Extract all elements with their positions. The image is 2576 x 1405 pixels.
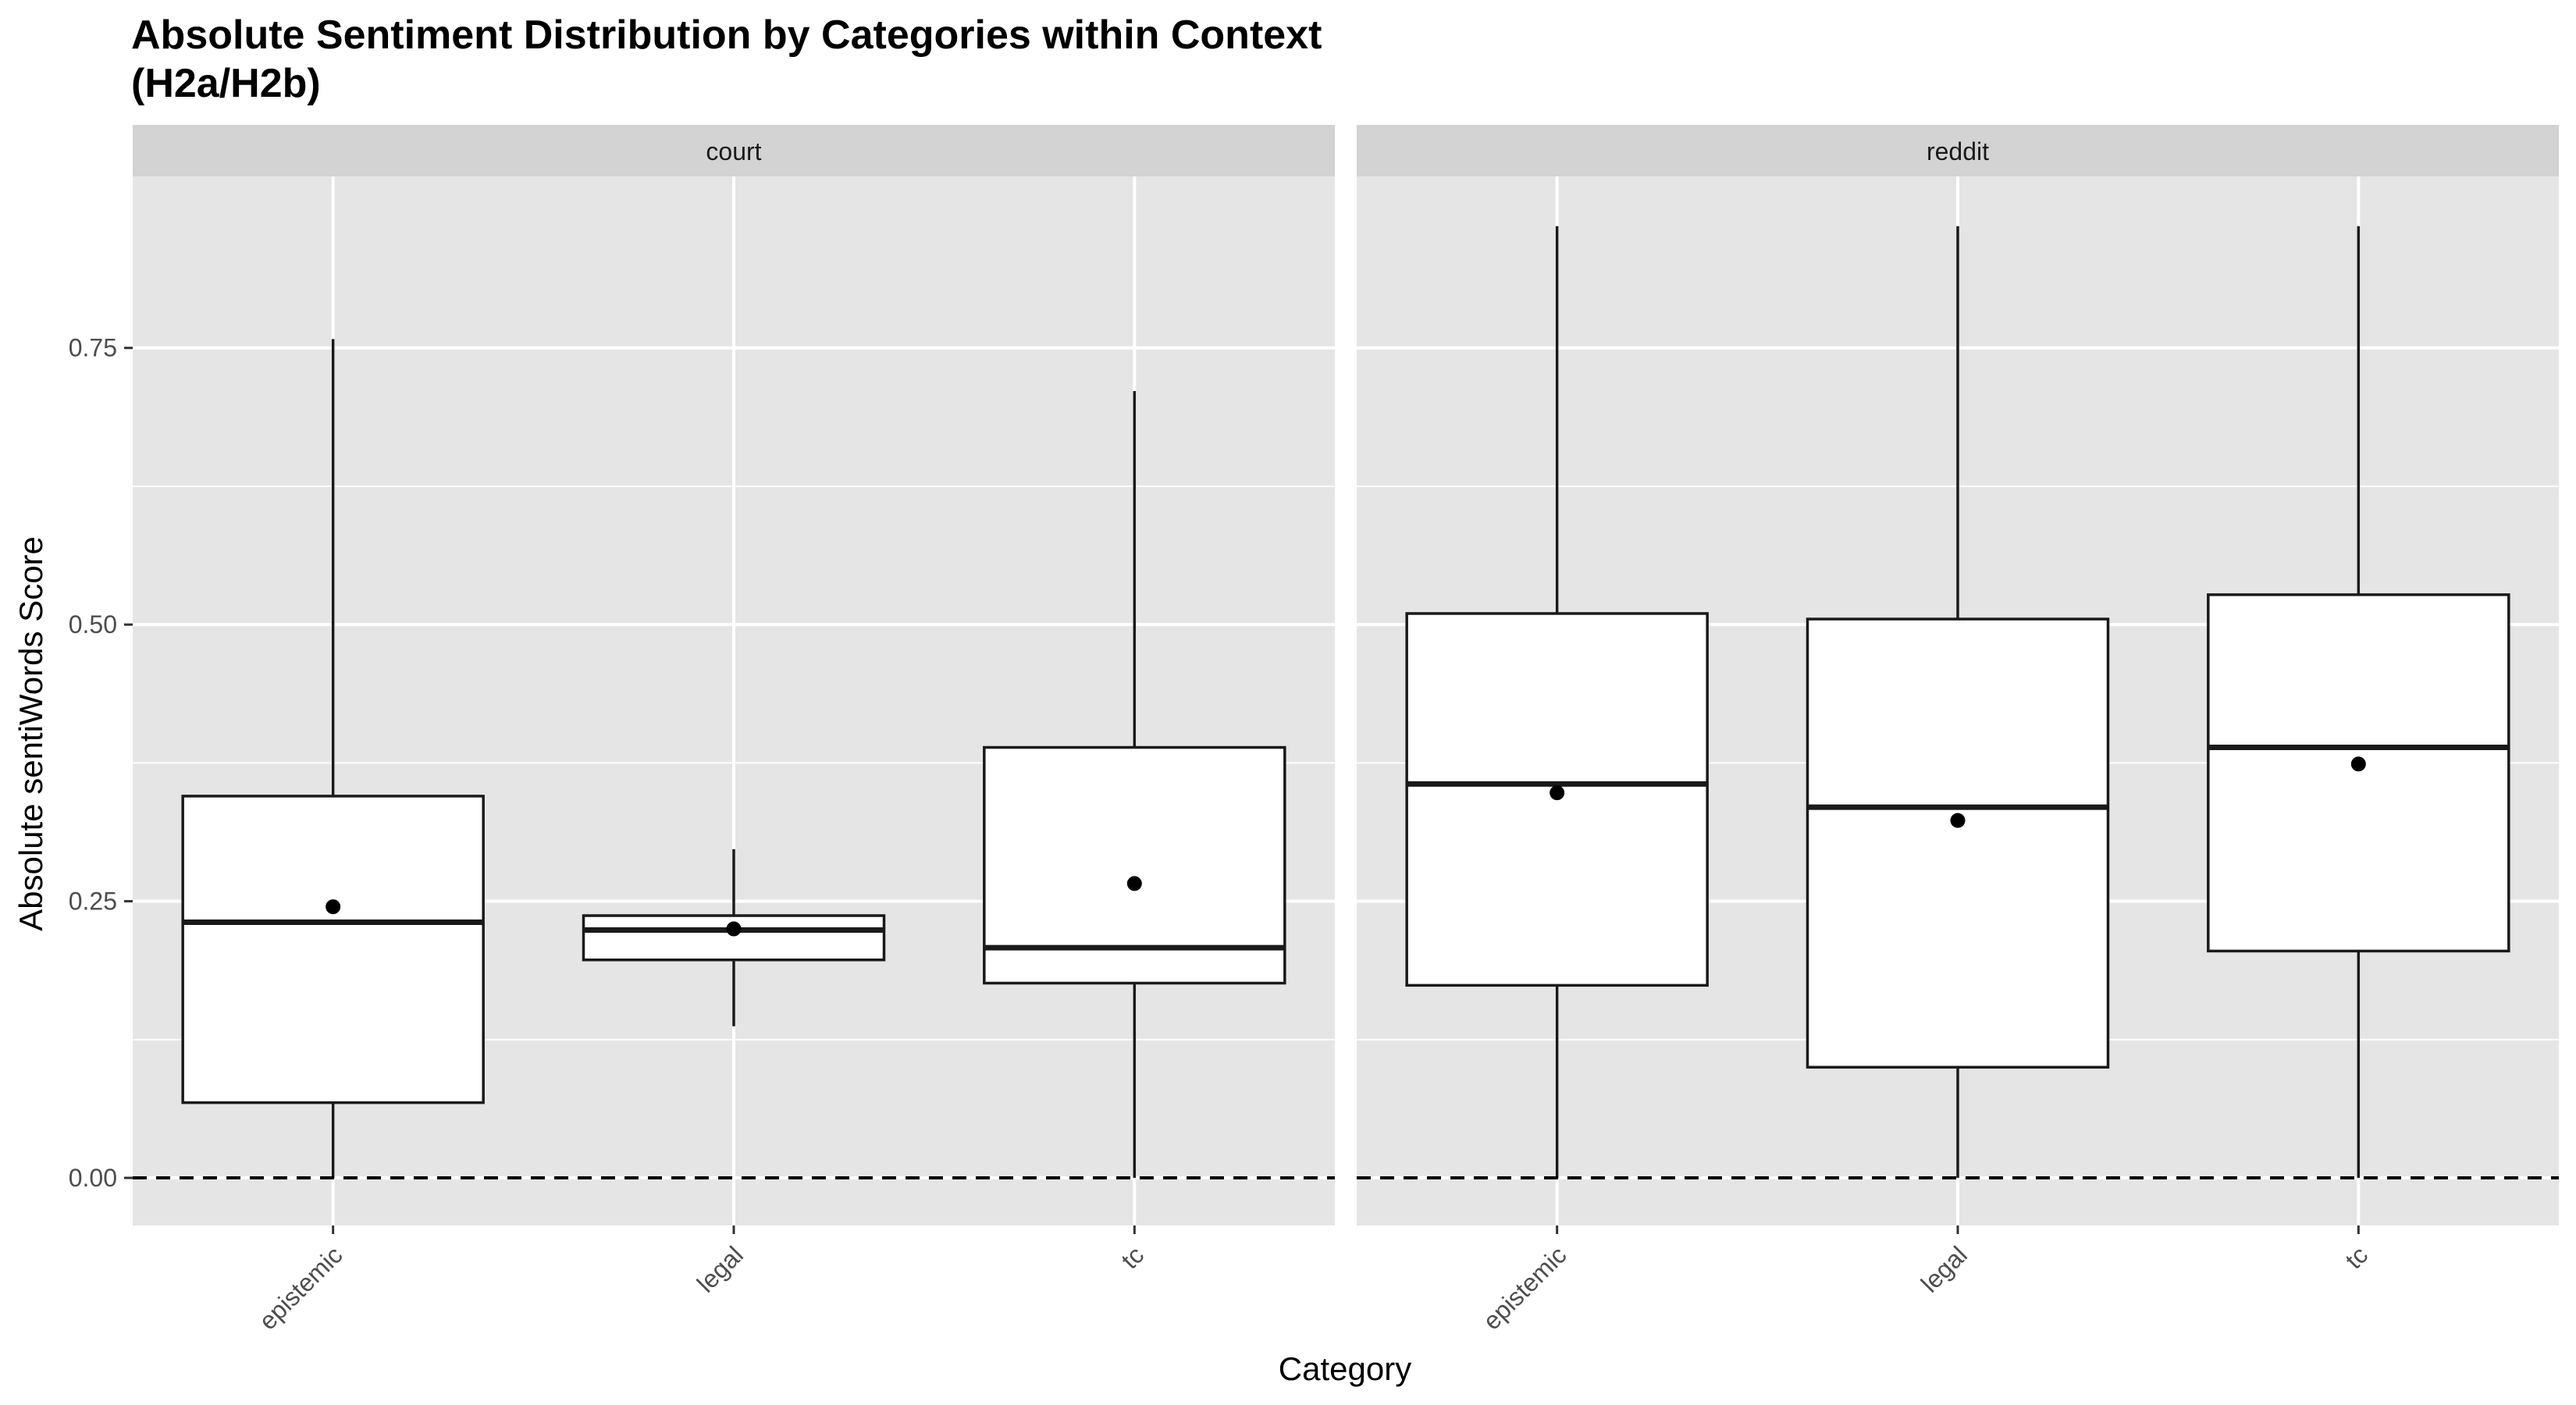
facet-strip-label: reddit bbox=[1927, 137, 1989, 165]
x-tick-label: tc bbox=[2339, 1240, 2373, 1274]
x-tick-label: epistemic bbox=[1478, 1240, 1572, 1335]
y-axis-title: Absolute sentiWords Score bbox=[12, 536, 49, 931]
mean-point bbox=[1550, 785, 1565, 801]
facet-strip-reddit bbox=[1357, 125, 2559, 176]
x-tick-label: epistemic bbox=[254, 1240, 348, 1335]
x-tick-label: tc bbox=[1115, 1240, 1149, 1274]
facet-panel-court: court epistemic legal tc bbox=[133, 125, 1335, 1336]
box-court-legal bbox=[582, 848, 886, 1026]
mean-point bbox=[1950, 813, 1966, 828]
mean-point bbox=[726, 921, 742, 937]
chart-title-line-1: Absolute Sentiment Distribution by Categ… bbox=[131, 12, 1322, 58]
chart-title: Absolute Sentiment Distribution by Categ… bbox=[131, 11, 1322, 108]
box-iqr bbox=[181, 795, 485, 1104]
chart-title-line-2: (H2a/H2b) bbox=[131, 61, 321, 106]
box-iqr bbox=[2207, 593, 2510, 953]
x-axis-title: Category bbox=[1279, 1350, 1411, 1387]
y-tick-label: 0.00 bbox=[69, 1164, 117, 1192]
box-court-tc bbox=[983, 391, 1286, 1179]
mean-point bbox=[2350, 756, 2366, 772]
facet-strip-court bbox=[133, 125, 1335, 176]
box-court-epistemic bbox=[181, 339, 485, 1179]
box-iqr bbox=[983, 745, 1286, 985]
y-tick-label: 0.75 bbox=[69, 334, 117, 362]
mean-point bbox=[1126, 876, 1142, 891]
mean-point bbox=[326, 899, 341, 915]
box-reddit-epistemic bbox=[1405, 226, 1709, 1179]
box-reddit-legal bbox=[1806, 226, 2110, 1179]
y-axis: 0.00 0.25 0.50 0.75 bbox=[69, 334, 133, 1192]
facet-panels: court epistemic legal tc reddit epistemic lega… bbox=[133, 125, 2559, 1336]
box-iqr bbox=[1806, 617, 2110, 1069]
box-iqr bbox=[582, 914, 886, 962]
y-tick-label: 0.50 bbox=[69, 610, 117, 638]
box-reddit-tc bbox=[2207, 226, 2510, 1179]
x-tick-label: legal bbox=[1916, 1240, 1973, 1297]
facet-panel-reddit: reddit epistemic legal tc bbox=[1357, 125, 2559, 1336]
y-tick-label: 0.25 bbox=[69, 887, 117, 916]
facet-strip-label: court bbox=[706, 137, 761, 165]
x-tick-label: legal bbox=[692, 1240, 749, 1297]
